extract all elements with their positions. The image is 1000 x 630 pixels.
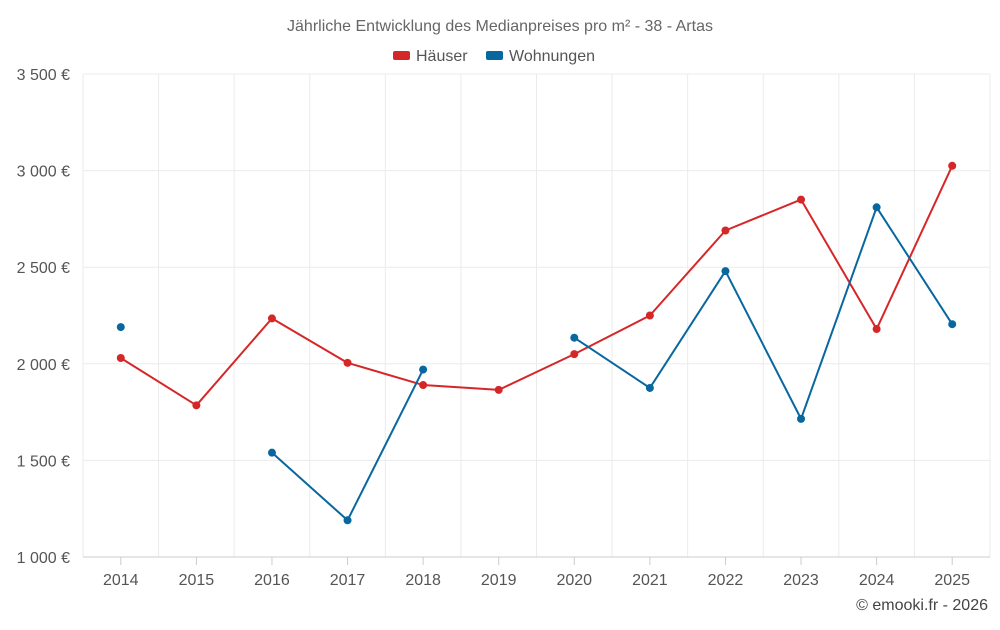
series-haeuser xyxy=(116,161,957,410)
x-tick-label: 2020 xyxy=(556,572,592,589)
x-tick-label: 2025 xyxy=(934,572,970,589)
x-tick-label: 2021 xyxy=(632,572,668,589)
series-line-haeuser xyxy=(119,164,954,407)
x-tick-label: 2022 xyxy=(708,572,744,589)
y-tick-label: 3 000 € xyxy=(17,164,70,181)
x-tick-label: 2019 xyxy=(481,572,517,589)
data-point-haeuser[interactable] xyxy=(570,350,579,359)
x-tick-label: 2017 xyxy=(330,572,366,589)
data-point-wohnungen[interactable] xyxy=(797,414,806,423)
y-tick-label: 3 500 € xyxy=(17,67,70,84)
legend-swatch-wohnungen xyxy=(486,51,503,60)
series-line-wohnungen xyxy=(270,368,425,522)
data-point-haeuser[interactable] xyxy=(721,226,730,235)
data-point-haeuser[interactable] xyxy=(872,325,881,334)
data-point-wohnungen[interactable] xyxy=(419,365,428,374)
data-point-haeuser[interactable] xyxy=(494,385,503,394)
legend-item-haeuser[interactable]: Häuser xyxy=(393,48,468,65)
data-point-haeuser[interactable] xyxy=(797,195,806,204)
data-point-wohnungen[interactable] xyxy=(721,267,730,276)
x-tick-label: 2024 xyxy=(859,572,895,589)
credit-text: © emooki.fr - 2026 xyxy=(856,597,988,614)
data-point-wohnungen[interactable] xyxy=(570,333,579,342)
y-tick-label: 2 000 € xyxy=(17,357,70,374)
axes: 1 000 € 1 500 € 2 000 € 2 500 € 3 000 € 3 500… xyxy=(17,67,990,589)
data-point-haeuser[interactable] xyxy=(192,401,201,410)
x-tick-label: 2016 xyxy=(254,572,290,589)
legend: Häuser Wohnungen xyxy=(393,48,595,65)
series xyxy=(116,161,957,525)
data-point-wohnungen[interactable] xyxy=(872,203,881,212)
y-tick-label: 2 500 € xyxy=(17,260,70,277)
x-tick-label: 2015 xyxy=(179,572,215,589)
data-point-wohnungen[interactable] xyxy=(948,320,957,329)
y-tick-label: 1 500 € xyxy=(17,453,70,470)
legend-item-wohnungen[interactable]: Wohnungen xyxy=(486,48,595,65)
data-point-haeuser[interactable] xyxy=(267,314,276,323)
data-point-haeuser[interactable] xyxy=(948,161,957,170)
x-tick-label: 2023 xyxy=(783,572,819,589)
data-point-wohnungen[interactable] xyxy=(645,383,654,392)
data-point-wohnungen[interactable] xyxy=(343,516,352,525)
legend-label-wohnungen: Wohnungen xyxy=(509,48,595,65)
x-tick-label: 2014 xyxy=(103,572,139,589)
x-tick-label: 2018 xyxy=(405,572,441,589)
data-point-haeuser[interactable] xyxy=(645,311,654,320)
y-tick-label: 1 000 € xyxy=(17,550,70,567)
legend-swatch-haeuser xyxy=(393,51,410,60)
chart-title: Jährliche Entwicklung des Medianpreises … xyxy=(287,18,713,35)
series-line-wohnungen xyxy=(573,206,954,420)
data-point-haeuser[interactable] xyxy=(116,354,125,363)
legend-label-haeuser: Häuser xyxy=(416,48,468,65)
grid xyxy=(82,73,991,557)
data-point-haeuser[interactable] xyxy=(343,358,352,367)
data-point-haeuser[interactable] xyxy=(419,381,428,390)
data-point-wohnungen[interactable] xyxy=(116,323,125,332)
data-point-wohnungen[interactable] xyxy=(267,448,276,457)
series-wohnungen xyxy=(116,203,957,525)
